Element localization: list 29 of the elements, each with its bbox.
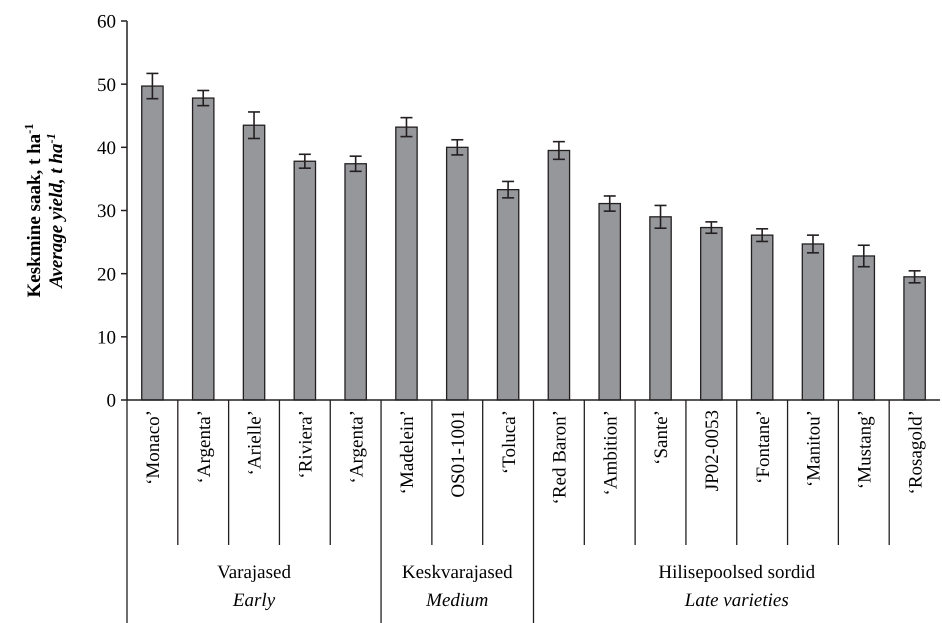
x-tick-label: ‘Manitou’: [804, 410, 825, 488]
x-tick-label: JP02-0053: [702, 410, 723, 492]
x-tick-label: ‘Riviera’: [295, 410, 316, 479]
x-tick-label: ‘Toluca’: [498, 410, 520, 474]
x-tick-label: ‘Red Baron’: [550, 410, 571, 504]
text: Late varieties: [684, 590, 789, 611]
x-tick-label: ‘Argenta’: [346, 410, 368, 484]
x-tick-label: ‘Arielle’: [244, 410, 266, 476]
y-tick-label: 50: [97, 74, 116, 96]
x-tick-label: ‘Fontane’: [752, 410, 774, 484]
x-tick-label: ‘Monaco’: [143, 410, 164, 485]
y-tick-label: 30: [97, 201, 116, 222]
x-tick-label: ‘Sante’: [651, 410, 672, 465]
text: Varajased: [217, 562, 292, 583]
y-tick-label: 20: [97, 264, 116, 286]
y-tick-label: 0: [106, 390, 116, 412]
x-tick-label: ‘Rosagold’: [905, 410, 926, 494]
text: Keskvarajased: [402, 562, 514, 583]
y-tick-label: 10: [97, 327, 116, 348]
x-tick-label: ‘Argenta’: [194, 410, 215, 484]
x-tick-label: ‘Ambition’: [600, 410, 622, 496]
text: Hilisepoolsed sordid: [658, 562, 816, 583]
x-tick-label: ‘Mustang’: [854, 410, 876, 490]
text: Medium: [425, 590, 488, 611]
text: Early: [232, 590, 276, 611]
x-tick-label: ‘Madelein’: [397, 410, 418, 494]
y-tick-label: 40: [97, 138, 116, 159]
y-tick-label: 60: [97, 12, 116, 33]
x-tick-label: OS01-1001: [448, 410, 469, 498]
